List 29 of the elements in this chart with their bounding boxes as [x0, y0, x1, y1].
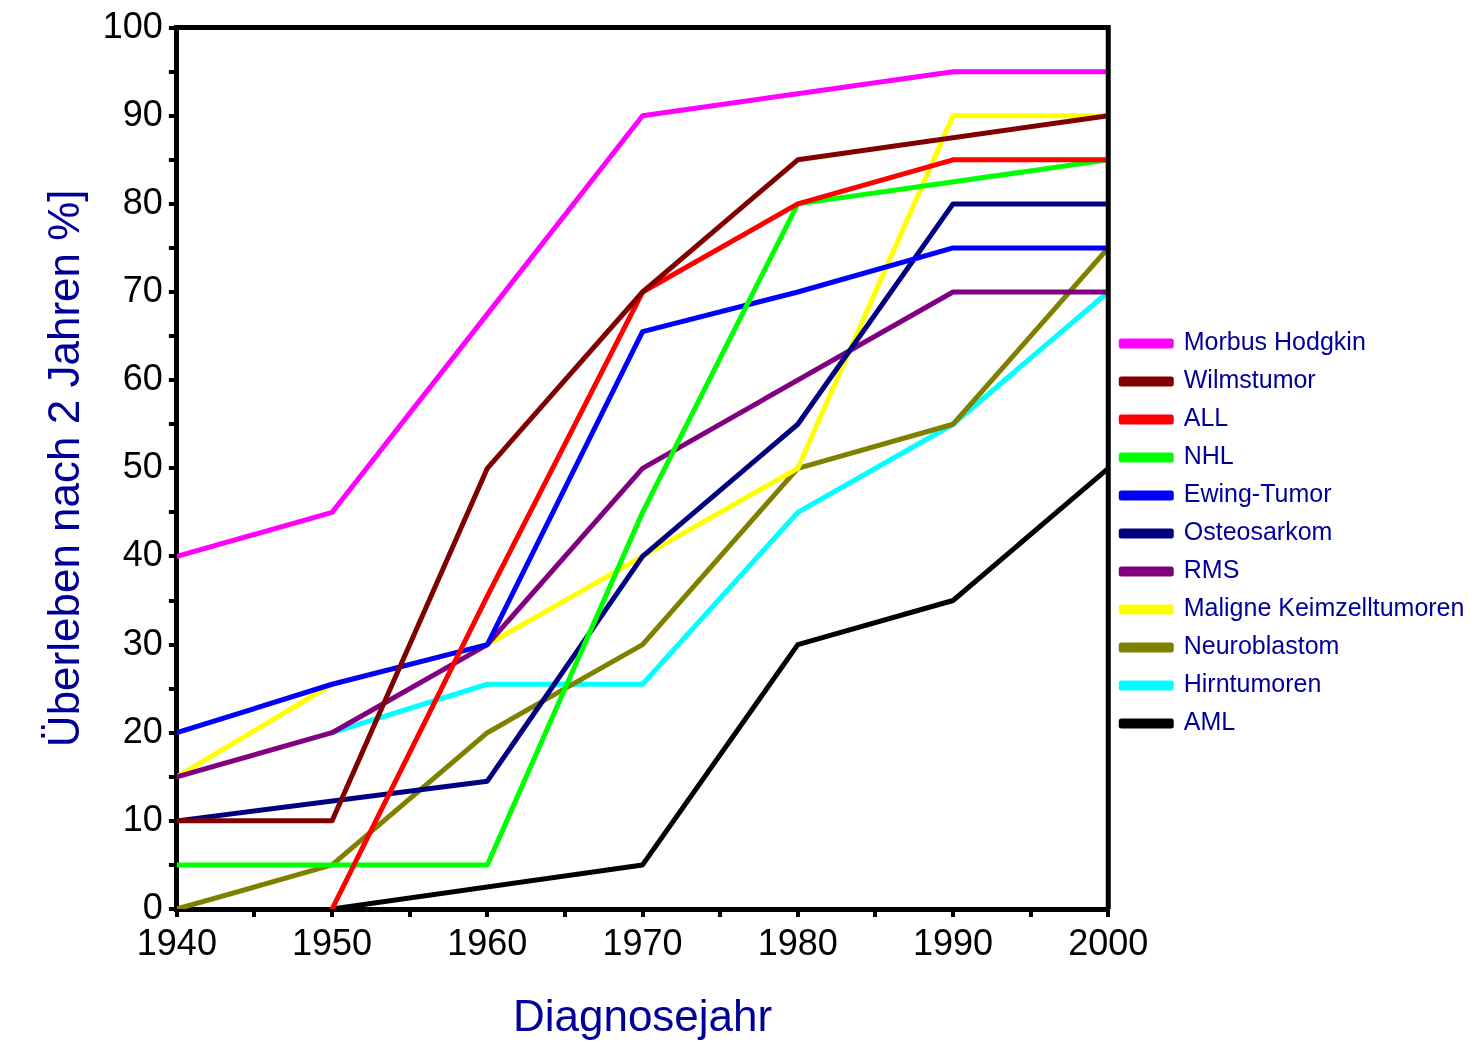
y-tick-label: 80 [122, 180, 163, 222]
y-tick-label: 100 [102, 4, 163, 46]
x-tick-label: 1970 [602, 921, 683, 963]
x-tick-label: 1960 [447, 921, 528, 963]
x-tick-label: 1990 [912, 921, 994, 963]
legend-label: AML [1183, 707, 1236, 736]
legend-label: Osteosarkom [1183, 517, 1333, 546]
legend-label: Morbus Hodgkin [1183, 327, 1366, 356]
legend-label: Ewing-Tumor [1183, 479, 1332, 508]
x-tick-label: 2000 [1068, 921, 1149, 963]
legend-label: RMS [1183, 555, 1240, 584]
y-tick-label: 50 [122, 445, 163, 487]
legend-label: Maligne Keimzelltumoren [1183, 593, 1465, 622]
x-tick-label: 1950 [292, 921, 373, 963]
legend-label: Wilmstumor [1183, 365, 1316, 394]
x-tick-label: 1980 [757, 921, 838, 963]
legend-label: ALL [1183, 403, 1229, 432]
y-tick-label: 90 [122, 92, 163, 134]
y-tick-label: 10 [122, 797, 163, 839]
legend-label: Neuroblastom [1183, 631, 1340, 660]
y-tick-label: 30 [122, 621, 163, 663]
y-tick-label: 70 [122, 268, 163, 310]
x-axis-title: Diagnosejahr [512, 990, 773, 1040]
y-tick-label: 20 [122, 709, 163, 751]
legend-label: Hirntumoren [1183, 669, 1322, 698]
legend-label: NHL [1183, 441, 1234, 470]
y-tick-label: 40 [122, 533, 163, 575]
y-axis-title: Überleben nach 2 Jahren %] [38, 189, 88, 748]
y-tick-label: 60 [122, 357, 163, 399]
